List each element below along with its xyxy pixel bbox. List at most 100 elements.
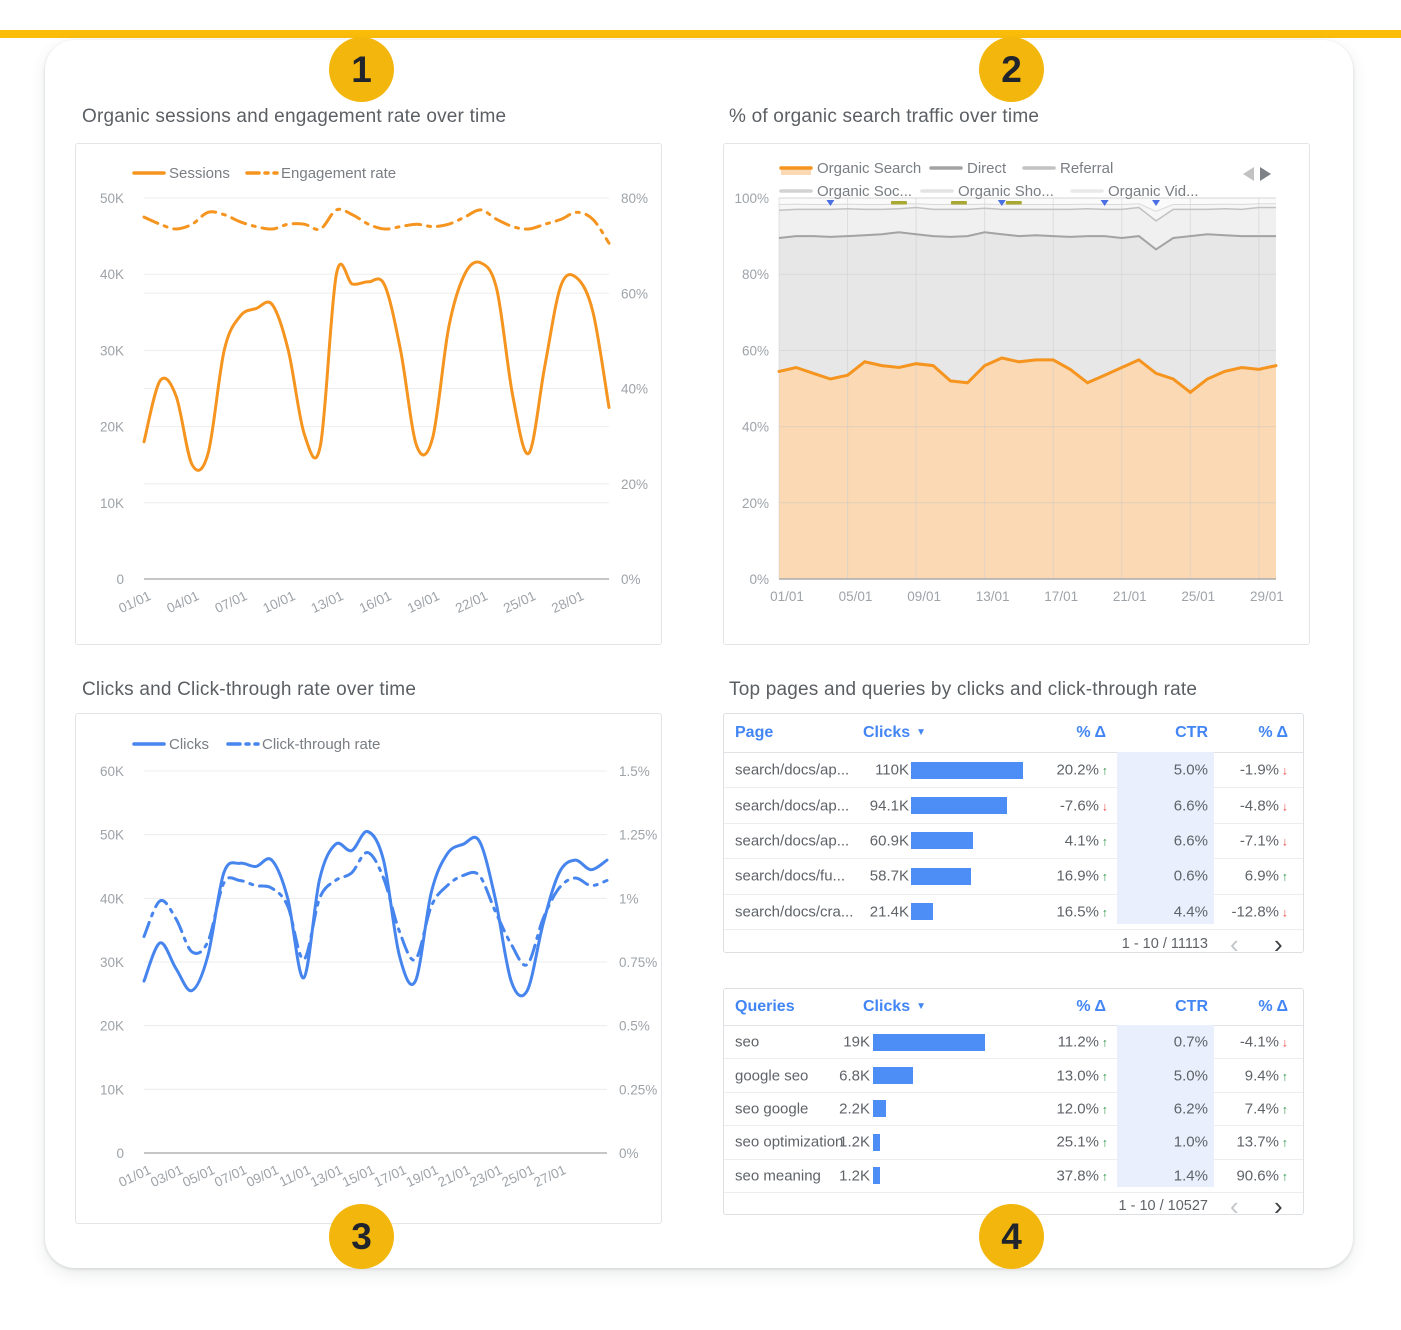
ctr-value: 5.0% <box>1173 1067 1208 1085</box>
accent-bar <box>0 30 1401 38</box>
right-axis-label: 0.25% <box>619 1082 657 1097</box>
legend-item-organic-search[interactable]: Organic Search <box>779 160 921 177</box>
legend-item-sessions[interactable]: Sessions <box>132 165 230 182</box>
right-axis-label: 60% <box>621 286 648 301</box>
legend-item-organic-vid-[interactable]: Organic Vid... <box>1070 183 1199 200</box>
clicks-bar <box>911 903 933 921</box>
delta2-value: 6.9% ↑ <box>1244 867 1288 885</box>
delta2-value: 13.7% ↑ <box>1236 1133 1288 1151</box>
clicks-value: 2.2K <box>839 1100 870 1118</box>
svg-text:Click-through rate: Click-through rate <box>262 736 380 753</box>
column-header-delta1[interactable]: % Δ <box>1076 724 1106 741</box>
event-marker-icon <box>1100 200 1109 206</box>
up-arrow-icon: ↑ <box>1102 834 1108 849</box>
tables-section-title: Top pages and queries by clicks and clic… <box>729 679 1198 700</box>
left-axis-label: 50K <box>100 191 124 206</box>
x-axis-label: 13/01 <box>976 589 1010 604</box>
step-badge-2: 2 <box>979 37 1044 102</box>
right-axis-label: 0% <box>619 1146 639 1161</box>
table-row: search/docs/ap... 110K 20.2% ↑ 5.0% -1.9% ↓ <box>724 753 1303 789</box>
pagination-next-icon[interactable]: › <box>1274 1191 1283 1222</box>
column-header-ctr[interactable]: CTR <box>1175 998 1208 1015</box>
up-arrow-icon: ↑ <box>1102 1035 1108 1050</box>
left-axis-label: 50K <box>100 828 124 843</box>
legend-item-referral[interactable]: Referral <box>1022 160 1113 177</box>
delta2-value: -1.9% ↓ <box>1239 761 1288 779</box>
sessions-chart-panel: 50K 40K 30K 20K 10K 0 80% 60% 40% 20% 0% 01/01 04/01… <box>75 143 662 645</box>
delta1-value: 11.2% ↑ <box>1057 1033 1108 1051</box>
right-axis-label: 0% <box>621 572 641 587</box>
organic-other-boundary-line <box>778 203 1276 212</box>
delta2-value: 7.4% ↑ <box>1244 1100 1288 1118</box>
down-arrow-icon: ↓ <box>1282 763 1288 778</box>
down-arrow-icon: ↓ <box>1282 905 1288 920</box>
column-header-ctr[interactable]: CTR <box>1175 724 1208 741</box>
right-axis-label: 1% <box>619 891 639 906</box>
clicks-value: 58.7K <box>869 867 909 885</box>
x-axis-label: 09/01 <box>244 1162 281 1190</box>
event-marker-icon <box>826 200 835 206</box>
y-axis-label: 40% <box>742 420 769 435</box>
right-axis-label: 20% <box>621 477 648 492</box>
up-arrow-icon: ↑ <box>1102 1135 1108 1150</box>
x-axis-label: 27/01 <box>531 1162 568 1190</box>
svg-text:Direct: Direct <box>967 160 1007 177</box>
column-header-name[interactable]: Page <box>735 724 774 741</box>
delta1-value: 16.5% ↑ <box>1056 903 1108 921</box>
left-axis-label: 20K <box>100 1019 124 1034</box>
column-header-clicks[interactable]: Clicks ▼ <box>863 998 927 1015</box>
x-axis-label: 29/01 <box>1250 589 1284 604</box>
legend-item-organic-soc-[interactable]: Organic Soc... <box>779 183 912 200</box>
left-axis-label: 0 <box>116 572 124 587</box>
legend-item-direct[interactable]: Direct <box>929 160 1007 177</box>
legend-item-engagement-rate[interactable]: Engagement rate <box>245 165 396 182</box>
pagination-prev-icon[interactable]: ‹ <box>1230 1191 1239 1222</box>
step-badge-3: 3 <box>329 1204 394 1269</box>
event-marker-icon <box>997 200 1006 206</box>
row-name: search/docs/fu... <box>735 867 846 885</box>
event-marker-icon <box>1152 200 1161 206</box>
clicks-value: 6.8K <box>839 1067 870 1085</box>
legend-item-clicks[interactable]: Clicks <box>132 736 209 753</box>
clicks-value: 21.4K <box>869 903 909 921</box>
delta1-value: 12.0% ↑ <box>1056 1100 1108 1118</box>
clicks-bar <box>873 1033 985 1051</box>
delta2-value: 90.6% ↑ <box>1236 1167 1288 1185</box>
legend-next-icon[interactable] <box>1260 167 1271 181</box>
pagination-prev-icon[interactable]: ‹ <box>1230 928 1239 959</box>
row-name: google seo <box>735 1067 809 1085</box>
row-name: seo meaning <box>735 1167 821 1185</box>
column-header-delta2[interactable]: % Δ <box>1258 724 1288 741</box>
clicks-ctr-chart: 60K 50K 40K 30K 20K 10K 0 1.5% 1.25% 1% 0.75% 0.5% 0… <box>100 736 657 1190</box>
down-arrow-icon: ↓ <box>1102 799 1108 814</box>
up-arrow-icon: ↑ <box>1102 905 1108 920</box>
sort-desc-icon: ▼ <box>916 727 927 738</box>
table-row: seo optimization 1.2K 25.1% ↑ 1.0% 13.7% ↑ <box>724 1126 1303 1160</box>
column-header-clicks[interactable]: Clicks ▼ <box>863 724 927 741</box>
ctr-value: 6.2% <box>1173 1100 1208 1118</box>
legend-item-click-through-rate[interactable]: Click-through rate <box>226 736 380 753</box>
column-header-name[interactable]: Queries <box>735 998 795 1015</box>
pagination-next-icon[interactable]: › <box>1274 928 1283 959</box>
x-axis-label: 21/01 <box>1113 589 1147 604</box>
delta2-value: -4.1% ↓ <box>1239 1033 1288 1051</box>
left-axis-label: 10K <box>100 496 124 511</box>
x-axis-label: 16/01 <box>357 588 394 616</box>
ctr-value: 1.0% <box>1173 1133 1208 1151</box>
legend-prev-icon[interactable] <box>1243 167 1254 181</box>
column-header-delta1[interactable]: % Δ <box>1076 998 1106 1015</box>
up-arrow-icon: ↑ <box>1102 1069 1108 1084</box>
svg-text:Organic Vid...: Organic Vid... <box>1108 183 1199 200</box>
x-axis-label: 22/01 <box>453 588 490 616</box>
up-arrow-icon: ↑ <box>1282 1069 1288 1084</box>
delta1-value: 13.0% ↑ <box>1056 1067 1108 1085</box>
x-axis-label: 17/01 <box>1044 589 1078 604</box>
column-header-delta2[interactable]: % Δ <box>1258 998 1288 1015</box>
left-axis-label: 30K <box>100 955 124 970</box>
ctr-value: 1.4% <box>1173 1167 1208 1185</box>
legend-item-organic-sho-[interactable]: Organic Sho... <box>920 183 1054 200</box>
right-axis-label: 1.25% <box>619 828 657 843</box>
delta1-value: 37.8% ↑ <box>1056 1167 1108 1185</box>
ctr-value: 4.4% <box>1173 903 1208 921</box>
x-axis-label: 28/01 <box>549 588 586 616</box>
